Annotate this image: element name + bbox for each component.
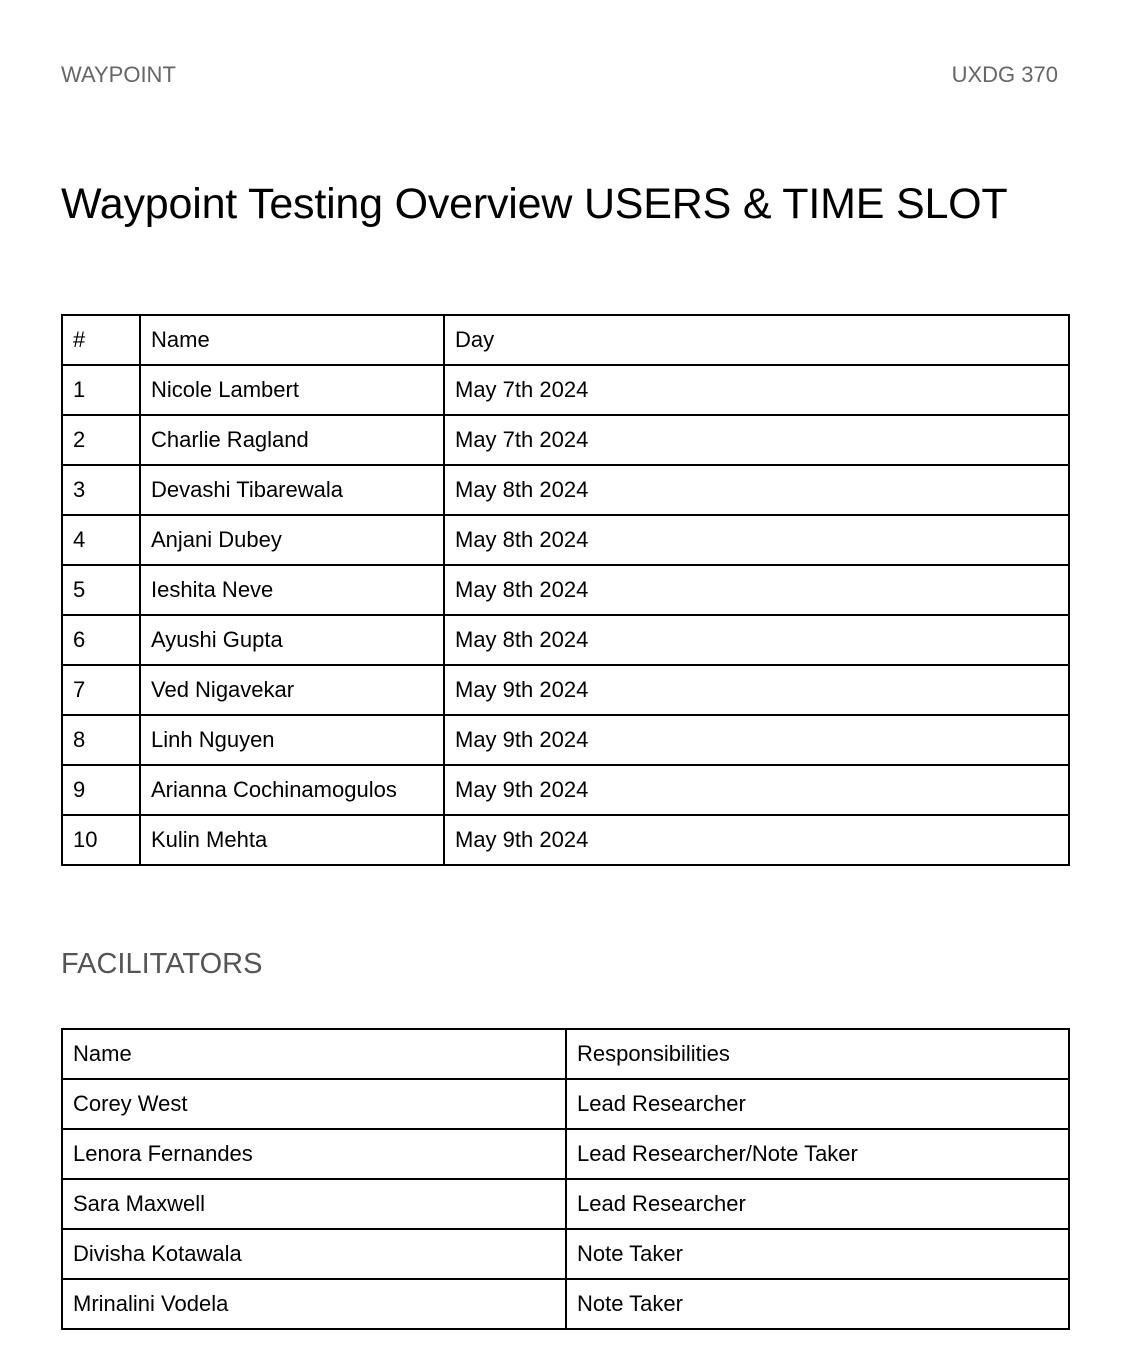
- table-cell: May 9th 2024: [443, 764, 1070, 816]
- header-right: UXDG 370: [951, 62, 1058, 87]
- table-cell: May 8th 2024: [443, 464, 1070, 516]
- table-cell: 8: [61, 714, 141, 766]
- table-cell: May 7th 2024: [443, 414, 1070, 466]
- table-row: 9 Arianna Cochinamogulos May 9th 2024: [61, 764, 1070, 816]
- table-cell: Charlie Ragland: [139, 414, 445, 466]
- table-cell: 6: [61, 614, 141, 666]
- table-row: 8 Linh Nguyen May 9th 2024: [61, 714, 1070, 766]
- table-cell: 1: [61, 364, 141, 416]
- table-cell: 3: [61, 464, 141, 516]
- table-cell: 2: [61, 414, 141, 466]
- table-cell: May 9th 2024: [443, 664, 1070, 716]
- table-cell: Kulin Mehta: [139, 814, 445, 866]
- facilitators-table: Name Responsibilities Corey West Lead Resea…: [61, 1028, 1070, 1330]
- table-header-row: # Name Day: [61, 314, 1070, 366]
- table-row: Sara Maxwell Lead Researcher: [61, 1178, 1070, 1230]
- table-cell: 5: [61, 564, 141, 616]
- table-row: Lenora Fernandes Lead Researcher/Note Tak…: [61, 1128, 1070, 1180]
- table-cell: May 8th 2024: [443, 514, 1070, 566]
- table-cell: Mrinalini Vodela: [61, 1278, 567, 1330]
- table-header-row: Name Responsibilities: [61, 1028, 1070, 1080]
- page-title: Waypoint Testing Overview USERS & TIME S…: [61, 180, 1008, 228]
- table-cell: Linh Nguyen: [139, 714, 445, 766]
- table-row: 5 Ieshita Neve May 8th 2024: [61, 564, 1070, 616]
- table-cell: Sara Maxwell: [61, 1178, 567, 1230]
- table-cell: Divisha Kotawala: [61, 1228, 567, 1280]
- table-cell: 7: [61, 664, 141, 716]
- table-cell: May 9th 2024: [443, 714, 1070, 766]
- table-row: 4 Anjani Dubey May 8th 2024: [61, 514, 1070, 566]
- table-cell: Lead Researcher: [565, 1078, 1070, 1130]
- table-cell: #: [61, 314, 141, 366]
- table-row: Mrinalini Vodela Note Taker: [61, 1278, 1070, 1330]
- table-cell: Anjani Dubey: [139, 514, 445, 566]
- table-cell: Ieshita Neve: [139, 564, 445, 616]
- table-cell: Name: [139, 314, 445, 366]
- table-cell: 4: [61, 514, 141, 566]
- table-cell: 9: [61, 764, 141, 816]
- table-row: 6 Ayushi Gupta May 8th 2024: [61, 614, 1070, 666]
- table-cell: Devashi Tibarewala: [139, 464, 445, 516]
- table-cell: Day: [443, 314, 1070, 366]
- table-row: 10 Kulin Mehta May 9th 2024: [61, 814, 1070, 866]
- table-cell: Nicole Lambert: [139, 364, 445, 416]
- table-cell: May 7th 2024: [443, 364, 1070, 416]
- table-cell: Arianna Cochinamogulos: [139, 764, 445, 816]
- table-row: Divisha Kotawala Note Taker: [61, 1228, 1070, 1280]
- table-cell: May 8th 2024: [443, 564, 1070, 616]
- table-row: 2 Charlie Ragland May 7th 2024: [61, 414, 1070, 466]
- header-left: WAYPOINT: [61, 62, 176, 87]
- table-row: 1 Nicole Lambert May 7th 2024: [61, 364, 1070, 416]
- users-table: # Name Day 1 Nicole Lambert May 7th 2024 2 Char…: [61, 314, 1070, 866]
- facilitators-heading: FACILITATORS: [61, 948, 263, 980]
- table-cell: Lead Researcher/Note Taker: [565, 1128, 1070, 1180]
- table-row: 3 Devashi Tibarewala May 8th 2024: [61, 464, 1070, 516]
- table-cell: Lead Researcher: [565, 1178, 1070, 1230]
- table-row: 7 Ved Nigavekar May 9th 2024: [61, 664, 1070, 716]
- table-cell: Note Taker: [565, 1228, 1070, 1280]
- table-cell: 10: [61, 814, 141, 866]
- table-row: Corey West Lead Researcher: [61, 1078, 1070, 1130]
- table-cell: Note Taker: [565, 1278, 1070, 1330]
- table-cell: May 9th 2024: [443, 814, 1070, 866]
- table-cell: Responsibilities: [565, 1028, 1070, 1080]
- table-cell: Ved Nigavekar: [139, 664, 445, 716]
- table-cell: Lenora Fernandes: [61, 1128, 567, 1180]
- table-cell: May 8th 2024: [443, 614, 1070, 666]
- table-cell: Ayushi Gupta: [139, 614, 445, 666]
- table-cell: Corey West: [61, 1078, 567, 1130]
- table-cell: Name: [61, 1028, 567, 1080]
